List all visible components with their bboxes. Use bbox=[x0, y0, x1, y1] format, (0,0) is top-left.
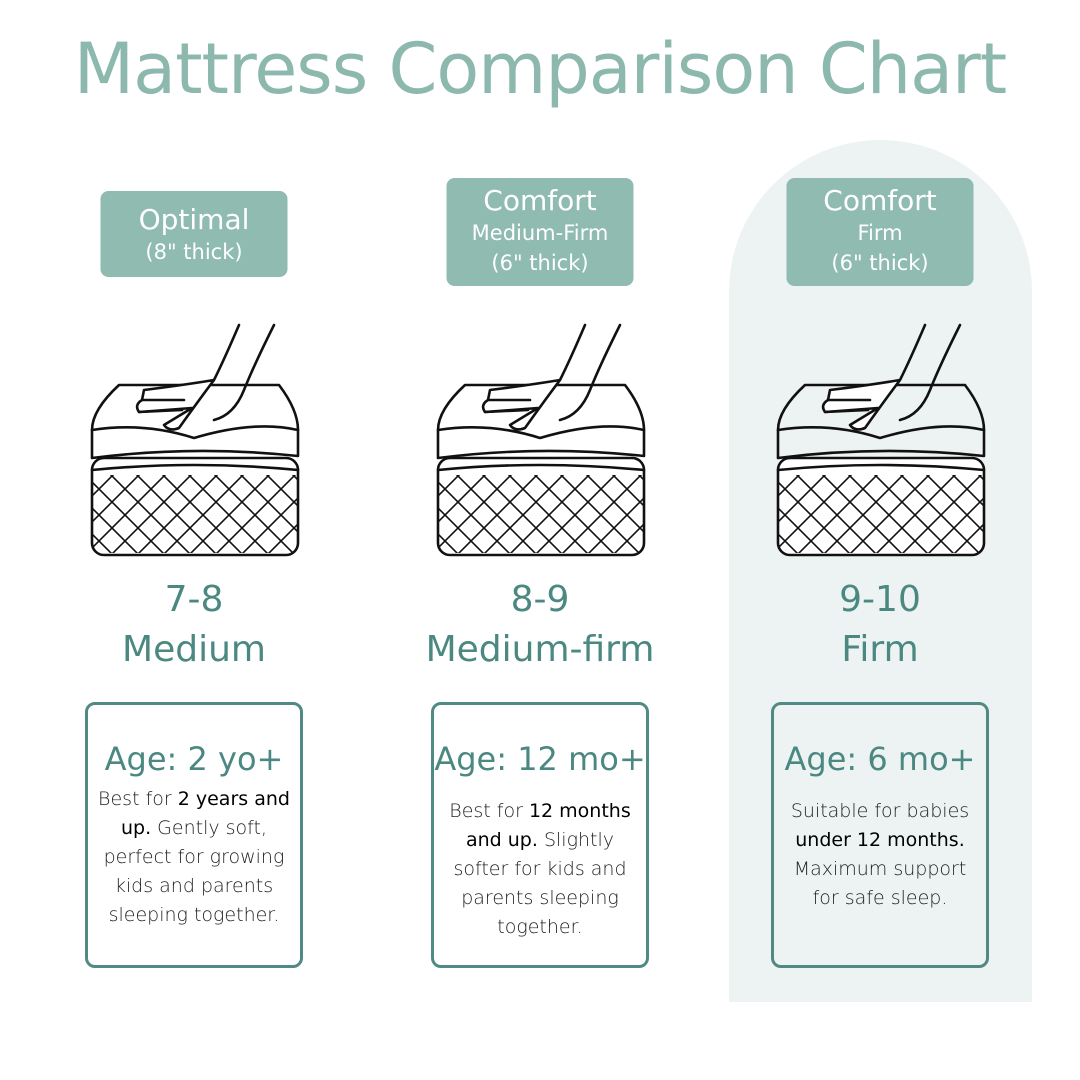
desc-text-rest: Gently soft, perfect for growing kids an… bbox=[103, 817, 285, 926]
hand-pressing-mattress-icon bbox=[90, 323, 300, 557]
mattress-column: Comfort Medium-Firm (6" thick) 8-9 Mediu… bbox=[410, 0, 670, 1080]
firmness-rating: 8-9 Medium-firm bbox=[410, 575, 670, 675]
firmness-rating: 7-8 Medium bbox=[64, 575, 324, 675]
mattress-column: Optimal (8" thick) 7-8 Medium Age: 2 yo+… bbox=[64, 0, 324, 1080]
age-label: Age: 12 mo+ bbox=[434, 740, 646, 778]
firmness-score: 7-8 bbox=[164, 579, 224, 620]
badge-thickness: (6" thick) bbox=[831, 251, 929, 275]
desc-text: Best for bbox=[98, 788, 178, 810]
mattress-badge: Comfort Firm (6" thick) bbox=[786, 178, 974, 286]
firmness-label: Medium-firm bbox=[425, 629, 655, 670]
firmness-score: 8-9 bbox=[510, 579, 570, 620]
age-description: Best for 12 months and up. Slightly soft… bbox=[444, 797, 636, 942]
badge-thickness: (8" thick) bbox=[145, 240, 243, 264]
age-info-card: Age: 12 mo+ Best for 12 months and up. S… bbox=[431, 702, 649, 968]
age-description: Best for 2 years and up. Gently soft, pe… bbox=[98, 785, 290, 930]
badge-title: Comfort bbox=[823, 184, 937, 217]
badge-title: Optimal bbox=[138, 203, 250, 236]
mattress-badge: Comfort Medium-Firm (6" thick) bbox=[446, 178, 634, 286]
badge-thickness: (6" thick) bbox=[491, 251, 589, 275]
badge-subtitle: Medium-Firm bbox=[471, 221, 609, 245]
desc-bold: 2 years and up. bbox=[120, 788, 290, 839]
mattress-badge: Optimal (8" thick) bbox=[100, 191, 288, 277]
desc-text-rest: Maximum support for safe sleep. bbox=[793, 858, 967, 909]
mattress-column: Comfort Firm (6" thick) 9-10 Firm Age: 6… bbox=[750, 0, 1010, 1080]
badge-subtitle: Firm bbox=[857, 221, 903, 245]
age-info-card: Age: 2 yo+ Best for 2 years and up. Gent… bbox=[85, 702, 303, 968]
firmness-rating: 9-10 Firm bbox=[750, 575, 1010, 675]
firmness-label: Medium bbox=[122, 629, 266, 670]
desc-bold: under 12 months. bbox=[795, 829, 965, 851]
desc-text: Suitable for babies bbox=[790, 800, 970, 822]
age-description: Suitable for babies under 12 months. Max… bbox=[784, 797, 976, 913]
firmness-label: Firm bbox=[841, 629, 919, 670]
desc-bold: 12 months and up. bbox=[465, 800, 631, 851]
desc-text: Best for bbox=[449, 800, 529, 822]
badge-title: Comfort bbox=[483, 184, 597, 217]
age-info-card: Age: 6 mo+ Suitable for babies under 12 … bbox=[771, 702, 989, 968]
hand-pressing-mattress-icon bbox=[776, 323, 986, 557]
age-label: Age: 2 yo+ bbox=[104, 740, 284, 778]
age-label: Age: 6 mo+ bbox=[784, 740, 976, 778]
hand-pressing-mattress-icon bbox=[436, 323, 646, 557]
desc-text-rest: Slightly softer for kids and parents sle… bbox=[453, 829, 627, 938]
page-title: Mattress Comparison Chart bbox=[73, 28, 1007, 110]
firmness-score: 9-10 bbox=[839, 579, 921, 620]
